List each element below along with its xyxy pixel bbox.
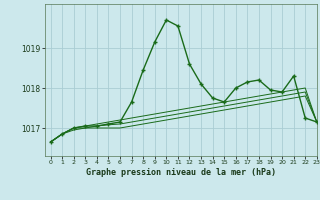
X-axis label: Graphe pression niveau de la mer (hPa): Graphe pression niveau de la mer (hPa) (86, 168, 276, 177)
